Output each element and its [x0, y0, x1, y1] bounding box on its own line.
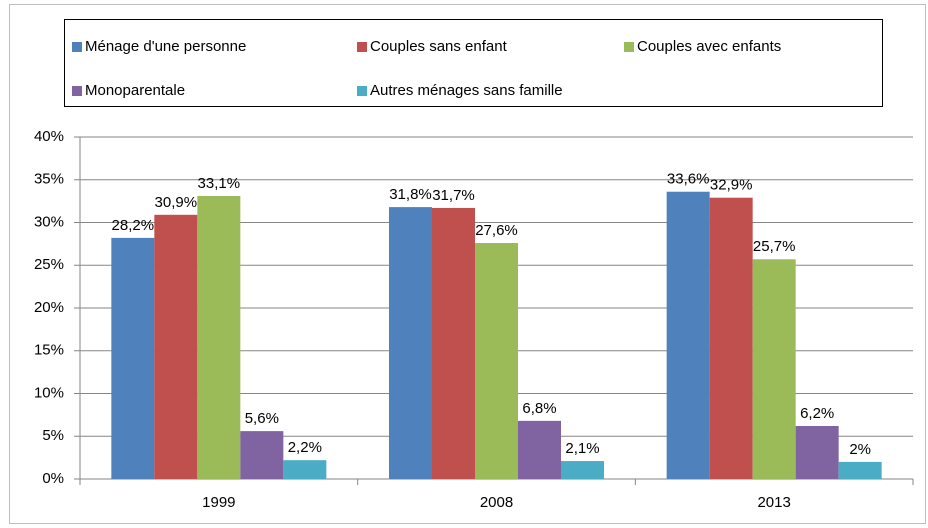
data-label: 33,6%: [667, 171, 710, 188]
bar: [154, 214, 198, 479]
legend-label: Couples avec enfants: [637, 38, 781, 55]
data-label: 28,2%: [112, 217, 155, 234]
y-tick-label: 0%: [42, 470, 64, 487]
legend-swatch: [357, 86, 367, 96]
bar: [838, 461, 882, 479]
legend-label: Autres ménages sans famille: [370, 82, 563, 99]
legend-swatch: [357, 42, 367, 52]
bar: [283, 460, 327, 479]
data-label: 6,2%: [800, 405, 834, 422]
data-label: 32,9%: [710, 177, 753, 194]
bar: [389, 207, 432, 480]
data-label: 2,2%: [288, 439, 322, 456]
data-label: 30,9%: [155, 194, 198, 211]
data-label: 6,8%: [522, 400, 556, 417]
legend-label: Couples sans enfant: [370, 38, 508, 55]
y-tick-label: 20%: [34, 299, 64, 316]
data-label: 31,7%: [432, 187, 475, 204]
data-label: 25,7%: [753, 238, 796, 255]
y-tick-label: 10%: [34, 384, 64, 401]
bar: [709, 197, 753, 479]
legend-label: Monoparentale: [85, 82, 185, 99]
bar: [752, 259, 796, 479]
legend-swatch: [624, 42, 634, 52]
y-tick-label: 15%: [34, 342, 64, 359]
bar: [666, 191, 710, 479]
data-label: 2,1%: [565, 440, 599, 457]
data-label: 31,8%: [389, 186, 432, 203]
y-tick-label: 30%: [34, 213, 64, 230]
bar: [795, 425, 839, 479]
legend-label: Ménage d'une personne: [85, 38, 246, 55]
legend-box: [64, 19, 883, 107]
x-tick-label: 1999: [202, 494, 235, 511]
y-tick-label: 40%: [34, 128, 64, 145]
y-tick-label: 5%: [42, 427, 64, 444]
bar: [432, 207, 475, 479]
x-tick-label: 2013: [757, 494, 790, 511]
legend-swatch: [72, 86, 82, 96]
bar: [475, 243, 518, 479]
bar: [561, 461, 604, 479]
x-tick-label: 2008: [480, 494, 513, 511]
data-label: 2%: [849, 441, 871, 458]
data-label: 5,6%: [245, 410, 279, 427]
data-label: 33,1%: [198, 175, 241, 192]
data-label: 27,6%: [475, 222, 518, 239]
y-tick-label: 25%: [34, 256, 64, 273]
bar: [111, 237, 155, 479]
bar: [518, 420, 561, 479]
y-tick-label: 35%: [34, 171, 64, 188]
bar: [240, 431, 284, 479]
legend-swatch: [72, 42, 82, 52]
bar: [197, 195, 241, 479]
